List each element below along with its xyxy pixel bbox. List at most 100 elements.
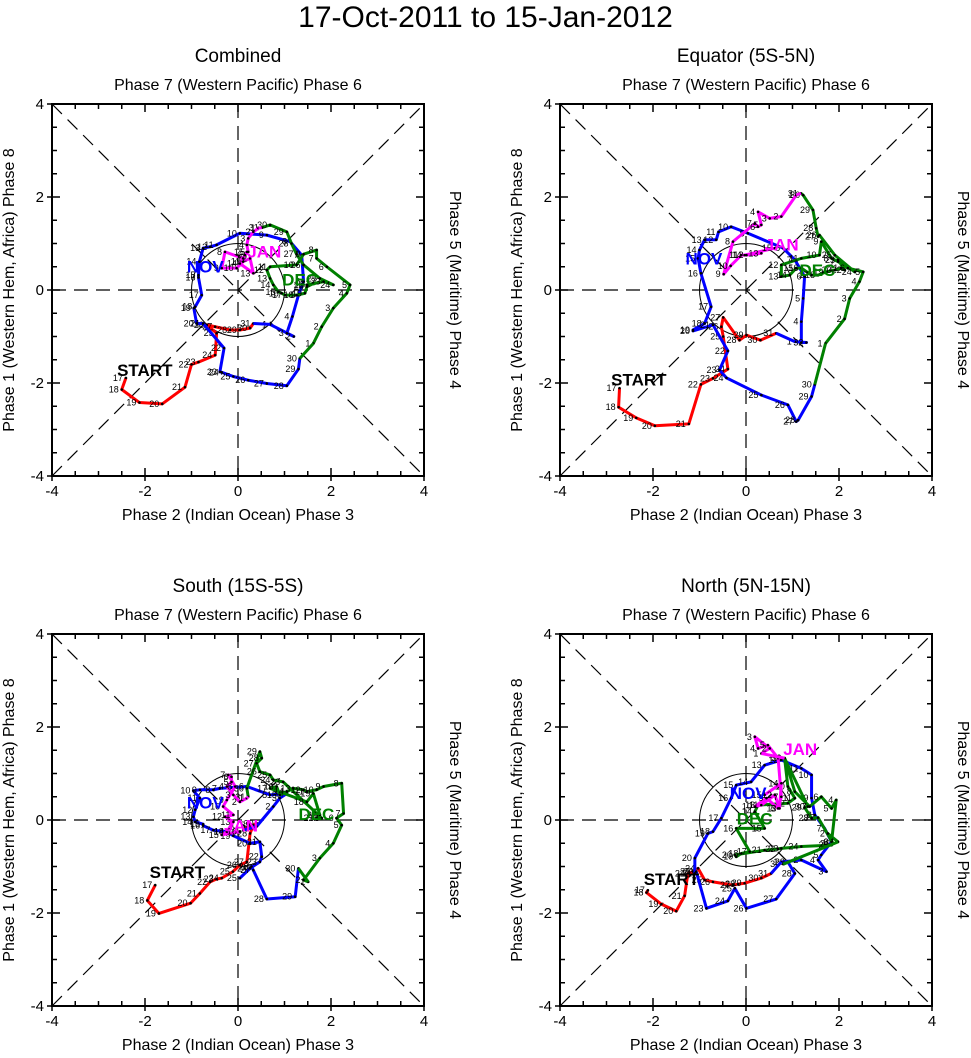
day-marker: [340, 823, 343, 827]
day-marker: [291, 315, 294, 318]
panel-title: Equator (5S-5N): [677, 46, 815, 67]
day-label: 6: [319, 262, 324, 272]
trajectory-nov: [693, 758, 834, 910]
day-label: 8: [282, 237, 287, 247]
day-marker: [745, 907, 748, 910]
day-marker: [763, 848, 766, 852]
day-label: 14: [686, 245, 696, 255]
day-label: 19: [300, 788, 310, 798]
circle-tick: [704, 852, 714, 862]
day-label: 12: [733, 250, 743, 260]
x-tick-label: 0: [234, 1013, 242, 1030]
trajectory-nov: [691, 225, 817, 424]
y-tick-label: 4: [36, 626, 44, 643]
left-axis-label: Phase 1 (Western Hem, Africa) Phase 8: [509, 148, 526, 431]
day-marker: [228, 328, 232, 332]
day-marker: [220, 833, 224, 837]
day-marker: [780, 781, 783, 785]
day-marker: [252, 271, 255, 275]
day-marker: [843, 268, 846, 272]
day-label: 19: [680, 325, 690, 335]
day-label: 15: [723, 780, 733, 790]
day-marker: [774, 897, 778, 901]
day-marker: [335, 816, 338, 820]
day-label: 11: [221, 810, 230, 820]
day-label: 29: [240, 820, 250, 830]
day-label: 10: [224, 263, 234, 273]
day-label: 19: [181, 303, 191, 313]
day-marker: [268, 265, 272, 269]
day-label: 19: [648, 899, 658, 909]
day-marker: [238, 800, 242, 804]
day-marker: [645, 891, 648, 894]
day-marker: [816, 235, 820, 238]
day-label: 2: [286, 332, 291, 342]
day-label: 3: [272, 793, 277, 803]
day-label: 15: [685, 253, 695, 263]
day-label: 16: [185, 272, 195, 282]
day-label: 19: [292, 288, 302, 298]
day-marker: [780, 758, 783, 762]
day-marker: [734, 783, 738, 787]
day-marker: [345, 291, 349, 295]
y-tick-label: -4: [539, 468, 552, 485]
day-label: 23: [204, 874, 214, 884]
day-label: 25: [819, 840, 829, 850]
day-marker: [731, 240, 735, 243]
bottom-axis-label: Phase 2 (Indian Ocean) Phase 3: [122, 507, 354, 524]
day-label: 14: [182, 817, 192, 827]
top-axis-label: Phase 7 (Western Pacific) Phase 6: [114, 77, 362, 94]
day-marker: [721, 335, 725, 338]
x-tick-label: -2: [646, 1013, 659, 1030]
circle-tick: [270, 852, 280, 862]
y-tick-label: -4: [31, 998, 44, 1015]
day-label: 3: [312, 853, 317, 863]
day-label: 11: [204, 240, 213, 250]
day-marker: [303, 291, 307, 295]
day-marker: [646, 888, 650, 892]
y-tick-label: 2: [36, 189, 44, 206]
day-marker: [699, 271, 703, 275]
day-label: 22: [249, 852, 259, 862]
day-marker: [745, 333, 748, 337]
day-marker: [736, 882, 740, 886]
day-label: 28: [254, 894, 264, 904]
day-marker: [197, 273, 200, 277]
day-label: 11: [729, 250, 738, 260]
day-marker: [748, 850, 752, 853]
day-marker: [200, 293, 204, 297]
day-marker: [674, 909, 678, 913]
day-label: 27: [763, 894, 773, 904]
day-marker: [245, 243, 249, 247]
day-marker: [796, 418, 800, 422]
day-label: 7: [773, 792, 778, 802]
day-label: 29: [285, 364, 295, 374]
day-label: 8: [227, 782, 232, 792]
day-label: 14: [260, 280, 270, 290]
day-label: 18: [134, 895, 144, 905]
day-label: 23: [825, 255, 835, 265]
day-label: 20: [680, 326, 690, 336]
month-label-dec: DEC: [799, 261, 835, 280]
day-label: 28: [782, 868, 792, 878]
day-marker: [238, 876, 242, 880]
day-marker: [753, 810, 757, 813]
day-label: 8: [205, 785, 210, 795]
month-label-nov: NOV: [730, 784, 768, 803]
day-marker: [248, 257, 252, 260]
day-label: 2: [773, 212, 778, 222]
day-marker: [232, 820, 235, 824]
day-label: 24: [715, 896, 725, 906]
day-label: 21: [828, 263, 838, 273]
right-axis-label: Phase 5 (Maritime) Phase 4: [954, 191, 971, 389]
day-marker: [192, 306, 196, 310]
day-marker: [806, 805, 810, 808]
day-marker: [342, 812, 345, 815]
day-marker: [825, 270, 828, 274]
x-tick-label: 4: [420, 483, 428, 500]
month-label-jan: JAN: [765, 235, 799, 254]
day-marker: [220, 371, 224, 374]
day-label: 13: [220, 817, 230, 827]
month-label-dec: DEC: [737, 810, 773, 829]
day-marker: [332, 306, 335, 310]
